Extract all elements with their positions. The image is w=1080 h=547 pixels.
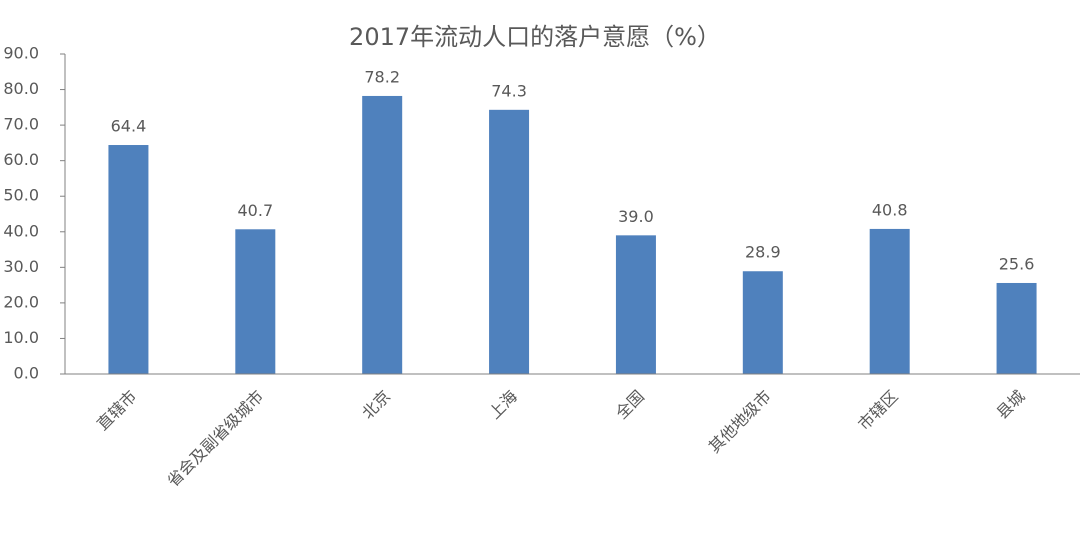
bar xyxy=(362,95,403,374)
value-label: 40.7 xyxy=(238,201,274,220)
x-tick-label: 市辖区 xyxy=(854,387,901,434)
x-tick-label: 其他地级市 xyxy=(705,387,775,457)
bar xyxy=(235,229,276,374)
bar xyxy=(742,271,783,374)
value-label: 25.6 xyxy=(999,254,1035,273)
x-tick-label: 上海 xyxy=(485,387,521,423)
y-tick-label: 80.0 xyxy=(3,79,39,98)
y-tick-label: 40.0 xyxy=(3,221,39,240)
value-label: 39.0 xyxy=(618,207,654,226)
bar xyxy=(996,282,1037,374)
value-label: 78.2 xyxy=(364,67,400,86)
x-tick-label: 县城 xyxy=(992,387,1028,423)
value-label: 64.4 xyxy=(111,117,147,136)
bar xyxy=(869,228,910,374)
y-tick-label: 50.0 xyxy=(3,186,39,205)
y-tick-label: 10.0 xyxy=(3,328,39,347)
x-tick-label: 省会及副省级城市 xyxy=(163,387,267,491)
y-tick-label: 60.0 xyxy=(3,150,39,169)
x-tick-label: 全国 xyxy=(612,387,648,423)
y-tick-label: 0.0 xyxy=(14,364,39,383)
value-label: 40.8 xyxy=(872,200,908,219)
y-tick-label: 30.0 xyxy=(3,257,39,276)
x-tick-label: 北京 xyxy=(358,387,394,423)
chart-title: 2017年流动人口的落户意愿（%） xyxy=(349,23,721,51)
y-tick-label: 20.0 xyxy=(3,292,39,311)
bar xyxy=(615,235,656,374)
value-label: 74.3 xyxy=(491,81,527,100)
bar xyxy=(489,109,530,375)
value-label: 28.9 xyxy=(745,243,781,262)
y-tick-label: 70.0 xyxy=(3,115,39,134)
y-tick-label: 90.0 xyxy=(3,44,39,63)
x-tick-label: 直辖市 xyxy=(93,387,140,434)
bar xyxy=(108,145,149,374)
